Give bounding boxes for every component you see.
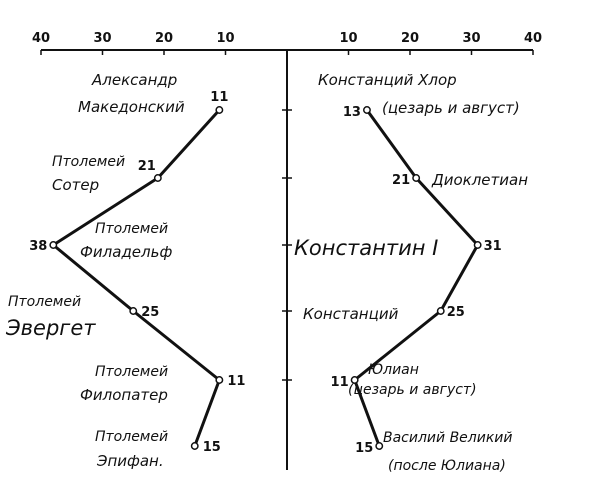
data-label: 11 (331, 375, 349, 390)
x-tick-label: 20 (401, 31, 419, 46)
point-name-label: Александр (91, 71, 177, 89)
data-label: 21 (392, 173, 410, 188)
point-name-label: Константин I (294, 236, 438, 260)
x-tick-label: 30 (462, 31, 480, 46)
left-series-line (51, 108, 221, 447)
data-point (473, 241, 482, 249)
data-point (412, 174, 421, 182)
data-label: 38 (29, 239, 47, 254)
point-name-label: Птолемей (8, 294, 81, 310)
data-point (215, 376, 224, 384)
data-label: 25 (447, 305, 465, 320)
point-name-label: Македонский (78, 98, 185, 116)
right-series-line (353, 109, 480, 447)
x-tick-label: 30 (93, 31, 111, 46)
point-name-label: (после Юлиана) (388, 458, 506, 474)
point-name-label: Птолемей (52, 154, 125, 170)
data-label: 13 (343, 105, 361, 120)
point-name-label: (цезарь и август) (348, 382, 477, 398)
x-tick-label: 40 (524, 31, 542, 46)
x-tick-label: 40 (32, 31, 50, 46)
x-tick-label: 10 (216, 31, 234, 46)
data-point (363, 106, 371, 114)
data-point (129, 307, 138, 315)
point-name-label: Птолемей (95, 429, 168, 445)
point-name-label: Эпифан. (96, 452, 164, 470)
data-point (350, 376, 359, 384)
data-label: 15 (203, 440, 221, 455)
point-name-label: Сотер (52, 176, 99, 194)
data-label: 21 (138, 159, 156, 174)
point-name-label: Диоклетиан (431, 171, 528, 189)
data-label: 15 (355, 441, 373, 456)
point-name-label: Констанций (303, 305, 399, 323)
data-point (153, 174, 162, 182)
x-tick-label: 10 (339, 31, 357, 46)
point-name-label: Филадельф (80, 243, 172, 261)
data-point (215, 106, 224, 114)
data-label: 11 (227, 374, 245, 389)
data-label: 25 (141, 305, 159, 320)
data-point (436, 307, 445, 315)
data-label: 11 (210, 90, 228, 105)
x-tick-label: 20 (155, 31, 173, 46)
data-point (375, 442, 384, 450)
point-name-label: Василий Великий (383, 430, 513, 446)
data-point (49, 241, 58, 249)
point-name-label: Юлиан (368, 362, 419, 378)
point-name-label: Филопатер (80, 386, 168, 404)
point-name-label: (цезарь и август) (382, 99, 520, 117)
data-label: 31 (484, 239, 502, 254)
data-point (190, 442, 199, 450)
point-name-label: Констанций Хлор (318, 71, 457, 89)
point-name-label: Эвергет (5, 316, 96, 340)
point-name-label: Птолемей (95, 364, 168, 380)
point-name-label: Птолемей (95, 221, 168, 237)
